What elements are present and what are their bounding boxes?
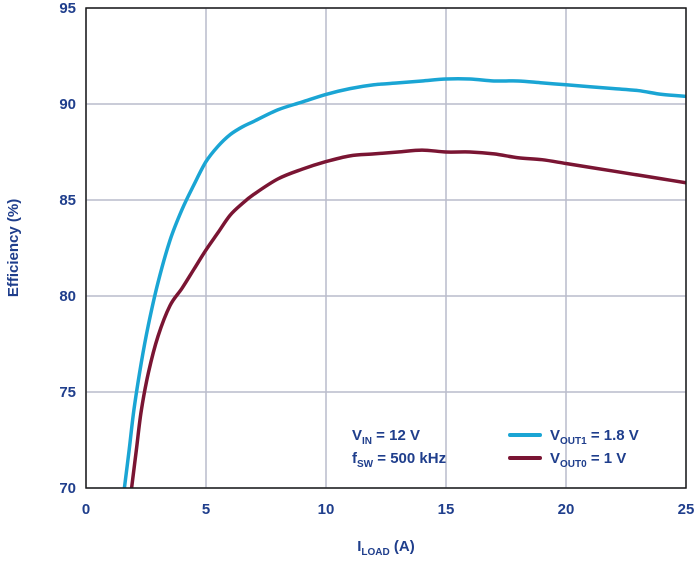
condition-fsw: fSW = 500 kHz: [352, 450, 446, 470]
legend: VOUT1 = 1.8 V VOUT0 = 1 V: [508, 427, 639, 470]
legend-label-vout1: VOUT1 = 1.8 V: [550, 427, 639, 447]
plot-frame: [85, 7, 687, 489]
y-tick-label-90: 90: [59, 96, 76, 113]
legend-vout0-suffix: = 1 V: [587, 450, 627, 467]
x-tick-label-0: 0: [82, 501, 90, 518]
legend-vout1-suffix: = 1.8 V: [587, 427, 639, 444]
condition-vin-main: V: [352, 427, 362, 444]
grid-lines: [85, 7, 687, 489]
series-lines: [122, 77, 686, 488]
legend-vout0-sub: OUT0: [560, 459, 587, 470]
condition-fsw-sub: SW: [357, 459, 374, 470]
y-tick-label-95: 95: [59, 0, 76, 17]
y-tick-label-80: 80: [59, 288, 76, 305]
y-tick-label-70: 70: [59, 480, 76, 497]
series-line-1: [129, 148, 686, 488]
x-axis-label-sub: LOAD: [361, 547, 389, 558]
x-tick-label-10: 10: [318, 501, 335, 518]
condition-fsw-suffix: = 500 kHz: [373, 450, 446, 467]
x-tick-label-15: 15: [438, 501, 455, 518]
y-axis-label: Efficiency (%): [5, 199, 22, 297]
condition-vin: VIN = 12 V: [352, 427, 420, 447]
legend-label-vout0: VOUT0 = 1 V: [550, 450, 626, 470]
legend-vout1-sub: OUT1: [560, 436, 587, 447]
y-tick-label-75: 75: [59, 384, 76, 401]
legend-vout1-main: V: [550, 427, 560, 444]
x-axis-label-main: I: [357, 538, 361, 555]
condition-vin-suffix: = 12 V: [372, 427, 420, 444]
tick-labels: 0 5 10 15 20 25 70 75 80 85 90 95: [59, 0, 694, 518]
series-line-0: [122, 77, 686, 488]
x-tick-label-20: 20: [558, 501, 575, 518]
test-conditions: VIN = 12 V fSW = 500 kHz: [352, 427, 446, 470]
condition-fsw-main: f: [352, 450, 358, 467]
x-axis-label: ILOAD (A): [357, 538, 415, 558]
x-axis-label-suffix: (A): [390, 538, 415, 555]
x-tick-label-25: 25: [678, 501, 695, 518]
condition-vin-sub: IN: [362, 436, 372, 447]
y-tick-label-85: 85: [59, 192, 76, 209]
legend-vout0-main: V: [550, 450, 560, 467]
x-tick-label-5: 5: [202, 501, 210, 518]
